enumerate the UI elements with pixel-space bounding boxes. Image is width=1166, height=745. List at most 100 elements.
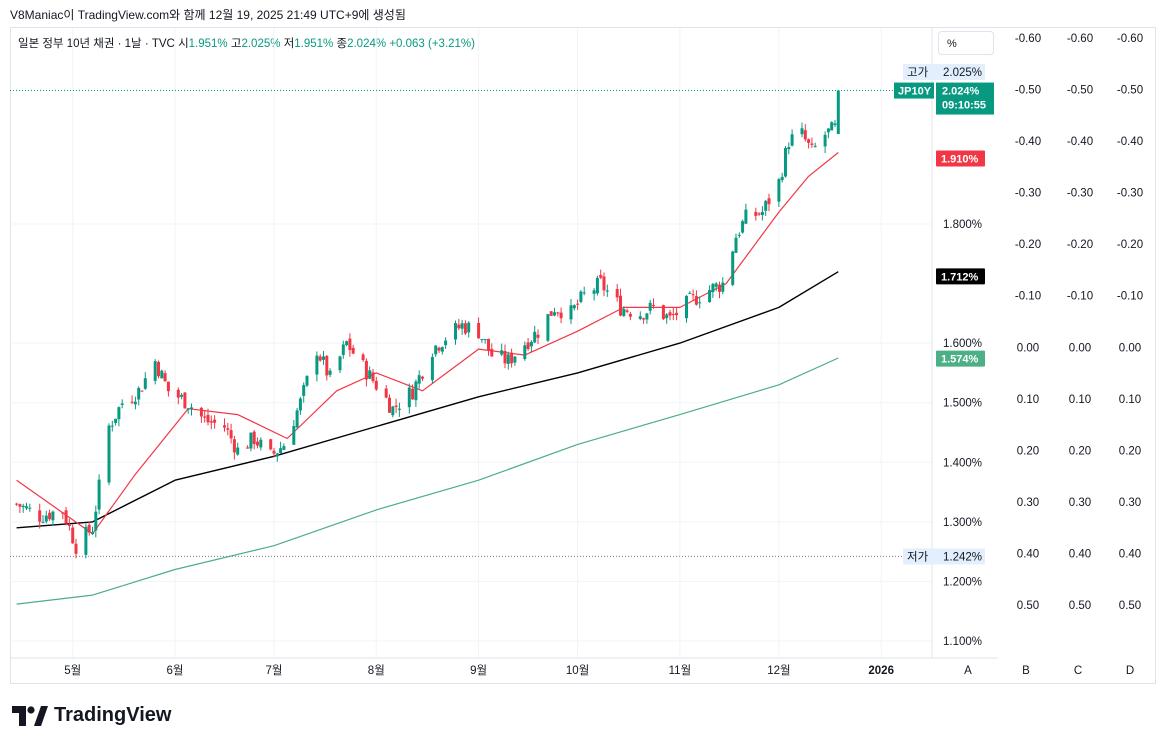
extra-scale-tick: 0.10	[1069, 394, 1091, 406]
x-tick-label: 2026	[868, 665, 894, 677]
ma-slow-line	[16, 357, 839, 605]
candle-body	[642, 318, 646, 320]
candle-body	[582, 292, 586, 294]
candle-body	[259, 439, 263, 448]
extra-scale-tick: 0.40	[1119, 548, 1141, 560]
candle-body	[483, 339, 487, 341]
candle	[836, 89, 840, 135]
candle	[328, 368, 332, 378]
candle	[249, 432, 253, 452]
extra-scale-tick: -0.20	[1117, 239, 1143, 251]
extra-scale-tick: 0.20	[1119, 445, 1141, 457]
high-marker-label: 고가	[907, 66, 929, 79]
candle-body	[721, 282, 725, 292]
candle	[734, 233, 738, 253]
legend-close-label: 종	[336, 38, 348, 50]
candle	[272, 447, 276, 458]
candle-body	[546, 314, 550, 341]
candle	[490, 343, 494, 357]
candle-body	[229, 430, 233, 439]
candle-body	[444, 340, 448, 346]
candle-body	[556, 312, 560, 314]
candle-body	[226, 428, 230, 430]
candle	[206, 408, 210, 426]
candle	[718, 281, 721, 299]
legend-high-label: 고	[230, 38, 242, 50]
candle	[120, 399, 124, 409]
candle-body	[553, 312, 556, 316]
candle-body	[503, 350, 507, 364]
candle-body	[645, 313, 649, 320]
extra-scale-tick: -0.30	[1067, 188, 1093, 200]
extra-scale-tick: 0.40	[1017, 548, 1039, 560]
candle	[315, 351, 319, 382]
ma-value-badge-bg	[936, 350, 985, 367]
ma-value-badge-text: 1.910%	[941, 153, 979, 165]
candle-body	[460, 323, 464, 329]
extra-scale-tick: -0.10	[1015, 291, 1041, 303]
candle	[91, 526, 94, 535]
candle	[74, 538, 78, 559]
legend-title: 일본 정부 10년 채권 · 1날 · TVC	[18, 38, 175, 50]
candle	[477, 317, 481, 339]
candle	[351, 344, 355, 355]
candle	[246, 445, 250, 449]
candle-body	[91, 532, 94, 535]
candle	[810, 137, 814, 148]
tradingview-logo[interactable]: TradingView	[12, 704, 171, 727]
candle	[784, 145, 787, 178]
candle	[685, 295, 688, 323]
candle-body	[411, 388, 415, 400]
extra-scale-tick: 0.30	[1017, 497, 1039, 509]
candle-body	[536, 334, 540, 338]
candle-body	[790, 134, 794, 146]
candle-body	[559, 312, 563, 319]
candle-body	[731, 251, 735, 285]
last-price-countdown: 09:10:55	[942, 100, 986, 112]
candle-body	[180, 394, 184, 397]
candle-body	[120, 403, 124, 405]
candle-body	[576, 303, 580, 305]
extra-scale-tick: -0.50	[1067, 85, 1093, 97]
candle	[28, 503, 32, 512]
candle-body	[157, 361, 160, 377]
candle	[305, 375, 309, 388]
extra-scale-tick: -0.60	[1015, 33, 1041, 45]
candle-body	[153, 361, 157, 381]
candle	[87, 521, 91, 536]
candle	[711, 282, 715, 298]
candle	[444, 337, 448, 349]
candle-body	[754, 211, 758, 216]
candle	[569, 299, 573, 325]
candle	[38, 503, 42, 529]
candle	[213, 415, 217, 429]
candle	[279, 441, 283, 454]
scale-letter: A	[964, 665, 972, 677]
candle	[556, 311, 560, 317]
candle-body	[322, 356, 325, 360]
extra-scale-tick: 0.00	[1069, 342, 1091, 354]
candle	[572, 304, 576, 311]
candle	[209, 415, 213, 430]
candle-body	[256, 441, 259, 446]
percent-scale-button[interactable]: %	[938, 31, 994, 55]
candle	[397, 402, 401, 417]
candle	[64, 506, 68, 526]
candle-body	[510, 352, 514, 364]
candle-body	[652, 304, 655, 306]
candle	[526, 337, 530, 351]
candle	[622, 306, 626, 317]
extra-scale-tick: 0.00	[1017, 342, 1039, 354]
candle	[638, 311, 642, 321]
candle	[143, 372, 147, 390]
candle-body	[15, 503, 19, 505]
candle-body	[384, 388, 388, 398]
candle	[463, 320, 467, 336]
candle	[417, 370, 421, 389]
extra-scale-tick: -0.40	[1015, 136, 1041, 148]
candle	[767, 193, 771, 212]
candle	[615, 284, 619, 302]
y-tick-label: 1.500%	[943, 398, 982, 410]
extra-scale-tick: 0.00	[1119, 342, 1141, 354]
